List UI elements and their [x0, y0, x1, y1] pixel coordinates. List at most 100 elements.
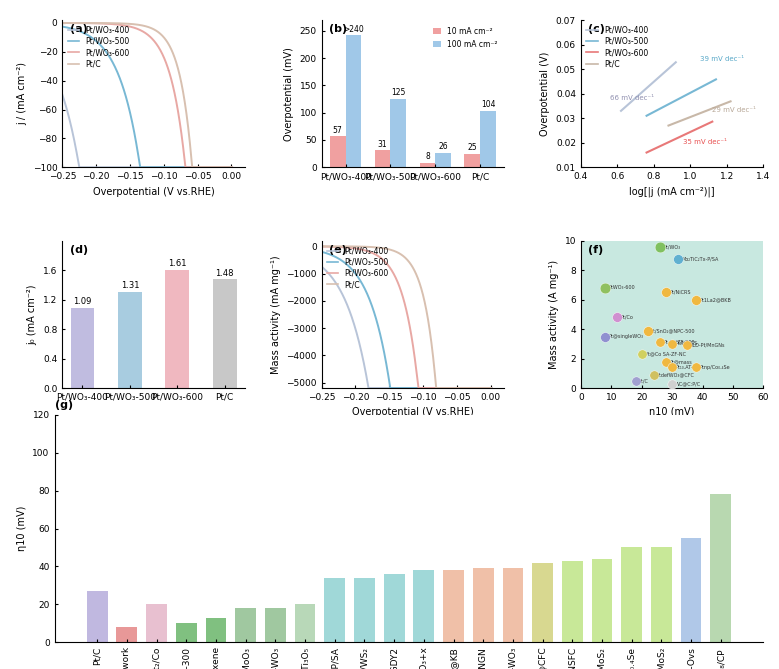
Text: 29 mV dec⁻¹: 29 mV dec⁻¹: [712, 107, 756, 113]
Text: 66 mV dec⁻¹: 66 mV dec⁻¹: [610, 95, 654, 101]
Point: [599, 331, 612, 342]
X-axis label: Overpotential (V vs.RHE): Overpotential (V vs.RHE): [93, 187, 214, 197]
Text: Pt@mass: Pt@mass: [669, 359, 692, 364]
Bar: [165, 270, 189, 388]
Text: Pt@Co SA-ZF-NC: Pt@Co SA-ZF-NC: [645, 352, 686, 357]
Text: Pt/Co: Pt/Co: [620, 315, 633, 320]
Text: PtdefWO₃@CFC: PtdefWO₃@CFC: [657, 372, 695, 377]
Bar: [294, 604, 315, 642]
Y-axis label: Overpotential (mV): Overpotential (mV): [284, 47, 294, 140]
Legend: Pt/WO₃-400, Pt/WO₃-500, Pt/WO₃-600, Pt/C: Pt/WO₃-400, Pt/WO₃-500, Pt/WO₃-600, Pt/C: [66, 24, 131, 70]
Text: Pt1La2@BKB: Pt1La2@BKB: [700, 297, 731, 302]
Text: 1.31: 1.31: [121, 281, 139, 290]
Bar: [235, 608, 256, 642]
Point: [666, 378, 679, 389]
Point: [660, 287, 672, 298]
Bar: [265, 608, 286, 642]
Bar: [651, 547, 671, 642]
Text: (c): (c): [588, 25, 605, 35]
X-axis label: log[|j (mA cm⁻²)|]: log[|j (mA cm⁻²)|]: [629, 187, 715, 197]
Text: 57: 57: [333, 126, 343, 134]
Y-axis label: Mass activity (A mg⁻¹): Mass activity (A mg⁻¹): [549, 260, 559, 369]
Bar: [502, 569, 523, 642]
Bar: [384, 574, 404, 642]
Point: [666, 339, 679, 349]
Bar: [420, 163, 435, 167]
Bar: [622, 547, 642, 642]
Text: 1.48: 1.48: [216, 269, 234, 278]
Bar: [390, 99, 406, 167]
Text: 26: 26: [439, 142, 448, 151]
Text: Pt/SnO₂@NPC-500: Pt/SnO₂@NPC-500: [650, 328, 696, 333]
Bar: [562, 561, 583, 642]
Y-axis label: j / (mA cm⁻²): j / (mA cm⁻²): [17, 62, 27, 125]
Bar: [414, 570, 434, 642]
Text: (f): (f): [588, 246, 604, 256]
Text: Pt@singleWO₃: Pt@singleWO₃: [608, 334, 643, 339]
Bar: [324, 578, 345, 642]
Text: 8: 8: [425, 153, 430, 161]
Text: Pt/NiCRS: Pt/NiCRS: [669, 290, 691, 295]
Text: >240: >240: [343, 25, 364, 33]
Y-axis label: Mass activity (mA mg⁻¹): Mass activity (mA mg⁻¹): [270, 255, 280, 374]
Bar: [480, 110, 496, 167]
Point: [636, 349, 648, 359]
Bar: [86, 591, 108, 642]
Text: Mo₂TiC₂Tx-P/SA: Mo₂TiC₂Tx-P/SA: [682, 256, 719, 261]
Bar: [213, 279, 237, 388]
Point: [629, 375, 642, 386]
Bar: [710, 494, 731, 642]
Text: (d): (d): [69, 246, 88, 256]
Text: Pt-Pd/ZF-800: Pt-Pd/ZF-800: [663, 340, 695, 345]
Y-axis label: Overpotential (V): Overpotential (V): [541, 52, 550, 136]
Text: 39 mV dec⁻¹: 39 mV dec⁻¹: [700, 56, 743, 62]
Bar: [118, 292, 142, 388]
Bar: [71, 308, 94, 388]
Bar: [681, 538, 702, 642]
Text: 25: 25: [467, 143, 477, 152]
Text: Pt/C: Pt/C: [639, 378, 649, 383]
Point: [672, 253, 685, 264]
Text: Pt₁NiNCS: Pt₁NiNCS: [675, 341, 697, 347]
Bar: [532, 563, 553, 642]
Legend: Pt/WO₃-400, Pt/WO₃-500, Pt/WO₃-600, Pt/C: Pt/WO₃-400, Pt/WO₃-500, Pt/WO₃-600, Pt/C: [326, 245, 390, 290]
Text: Pt₁₀.AT-AF: Pt₁₀.AT-AF: [675, 365, 699, 370]
Point: [690, 294, 703, 305]
Text: 104: 104: [481, 100, 495, 109]
Bar: [473, 569, 494, 642]
Text: 31: 31: [378, 140, 387, 149]
Text: 1.09: 1.09: [73, 297, 92, 306]
Point: [660, 356, 672, 367]
Point: [654, 337, 666, 348]
Legend: Pt/WO₃-400, Pt/WO₃-500, Pt/WO₃-600, Pt/C: Pt/WO₃-400, Pt/WO₃-500, Pt/WO₃-600, Pt/C: [585, 24, 650, 70]
X-axis label: Overpotential (V vs.RHE): Overpotential (V vs.RHE): [352, 407, 474, 417]
Text: PtWO₃-600: PtWO₃-600: [608, 286, 635, 290]
Legend: 10 mA cm⁻², 100 mA cm⁻²: 10 mA cm⁻², 100 mA cm⁻²: [430, 24, 500, 52]
Bar: [435, 153, 451, 167]
Text: ALD-Pt/MnGNs: ALD-Pt/MnGNs: [690, 343, 726, 348]
X-axis label: η10 (mV): η10 (mV): [650, 407, 695, 417]
Point: [611, 312, 623, 322]
Point: [654, 242, 666, 252]
Point: [681, 340, 693, 351]
Text: 125: 125: [391, 88, 406, 98]
Text: (a): (a): [69, 25, 87, 35]
Bar: [206, 617, 227, 642]
Bar: [176, 624, 196, 642]
Point: [666, 362, 679, 373]
Text: Pt/WO₃: Pt/WO₃: [663, 244, 680, 250]
Bar: [375, 151, 390, 167]
Point: [599, 282, 612, 293]
Bar: [346, 35, 361, 167]
Text: Ptnp/Co₀.₄Se: Ptnp/Co₀.₄Se: [700, 365, 730, 370]
Bar: [443, 570, 464, 642]
Y-axis label: η10 (mV): η10 (mV): [17, 506, 26, 551]
Bar: [354, 578, 375, 642]
Point: [690, 362, 703, 373]
Y-axis label: j₀ (mA cm⁻²): j₀ (mA cm⁻²): [27, 284, 37, 345]
Bar: [146, 604, 167, 642]
Text: WC@C:P/C: WC@C:P/C: [675, 381, 701, 386]
Bar: [591, 559, 612, 642]
Point: [642, 325, 654, 336]
Text: (g): (g): [55, 400, 72, 410]
